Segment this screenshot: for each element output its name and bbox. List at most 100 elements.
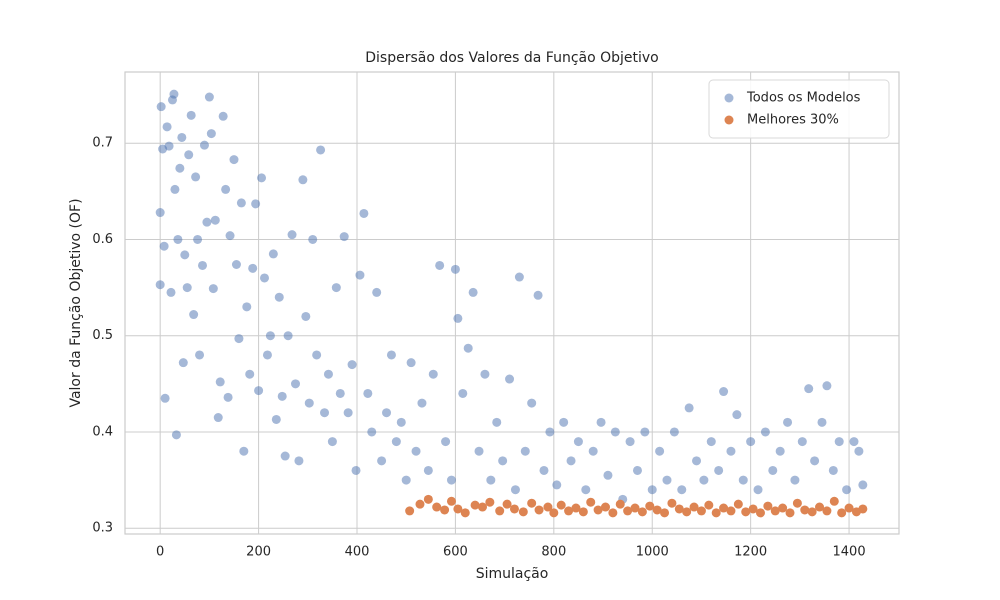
scatter-point [316, 145, 326, 155]
scatter-point [711, 508, 721, 518]
scatter-point [251, 199, 261, 209]
scatter-point [248, 263, 258, 273]
scatter-point [755, 508, 765, 518]
scatter-point [699, 475, 709, 485]
scatter-point [206, 129, 216, 139]
scatter-point [797, 437, 807, 447]
scatter-point [485, 497, 495, 507]
scatter-point [760, 427, 770, 437]
scatter-point [453, 313, 463, 323]
scatter-point [662, 475, 672, 485]
scatter-point [842, 485, 852, 495]
scatter-point [259, 273, 269, 283]
scatter-point [405, 506, 415, 516]
x-tick-label: 0 [156, 545, 164, 560]
scatter-point [184, 150, 194, 160]
scatter-point [844, 503, 854, 513]
scatter-point [415, 499, 425, 509]
scatter-point [446, 475, 456, 485]
scatter-point [195, 350, 205, 360]
scatter-point [566, 456, 576, 466]
y-tick-label: 0.3 [92, 521, 113, 536]
scatter-point [239, 446, 249, 456]
x-tick-label: 1000 [636, 545, 669, 560]
scatter-point [726, 506, 736, 516]
scatter-point [423, 494, 433, 504]
scatter-point [660, 508, 670, 518]
x-tick-label: 1400 [833, 545, 866, 560]
scatter-point [704, 500, 714, 510]
scatter-point [177, 132, 187, 142]
scatter-point [304, 398, 314, 408]
scatter-point [753, 485, 763, 495]
scatter-point [335, 388, 345, 398]
scatter-point [245, 369, 255, 379]
scatter-point [682, 507, 692, 517]
scatter-point [312, 350, 322, 360]
scatter-point [732, 410, 742, 420]
scatter-point [470, 500, 480, 510]
scatter-point [652, 505, 662, 515]
chart-title: Dispersão dos Valores da Função Objetivo [365, 50, 659, 66]
scatter-point [564, 506, 574, 516]
scatter-point [858, 480, 868, 490]
scatter-point [359, 208, 369, 218]
scatter-point [156, 102, 166, 112]
x-tick-label: 400 [345, 545, 370, 560]
scatter-point [854, 446, 864, 456]
scatter-point [527, 398, 537, 408]
scatter-point [596, 417, 606, 427]
scatter-point [837, 508, 847, 518]
scatter-point [347, 360, 357, 370]
scatter-point [778, 503, 788, 513]
legend-label: Todos os Modelos [746, 91, 861, 106]
scatter-point [363, 388, 373, 398]
scatter-point [186, 110, 196, 120]
scatter-point [573, 437, 583, 447]
scatter-point [692, 456, 702, 466]
scatter-point [726, 446, 736, 456]
scatter-point [343, 408, 353, 418]
scatter-point [180, 250, 190, 260]
scatter-point [477, 502, 487, 512]
scatter-point [518, 507, 528, 517]
scatter-point [446, 496, 456, 506]
scatter-point [242, 302, 252, 312]
scatter-point [834, 437, 844, 447]
scatter-point [785, 508, 795, 518]
scatter-point [684, 403, 694, 413]
scatter-point [351, 465, 361, 475]
legend-label: Melhores 30% [747, 113, 839, 128]
scatter-point [647, 485, 657, 495]
scatter-point [423, 465, 433, 475]
legend-box [708, 79, 890, 139]
scatter-point [828, 465, 838, 475]
scatter-point [215, 377, 225, 387]
scatter-point [608, 508, 618, 518]
scatter-point [355, 270, 365, 280]
scatter-point [571, 503, 581, 513]
scatter-point [674, 504, 684, 514]
scatter-point [714, 465, 724, 475]
scatter-point [810, 456, 820, 466]
scatter-point [492, 417, 502, 427]
scatter-point [510, 485, 520, 495]
scatter-point [600, 502, 610, 512]
scatter-point [367, 427, 377, 437]
scatter-point [667, 498, 677, 508]
scatter-point [265, 331, 275, 341]
scatter-point [610, 427, 620, 437]
scatter-point [495, 506, 505, 516]
scatter-point [382, 408, 392, 418]
scatter-point [287, 230, 297, 240]
scatter-point [815, 502, 825, 512]
scatter-point [625, 437, 635, 447]
scatter-point [386, 350, 396, 360]
scatter-point [534, 505, 544, 515]
scatter-point [218, 111, 228, 121]
scatter-point [169, 89, 179, 99]
scatter-point [298, 175, 308, 185]
x-tick-label: 600 [443, 545, 468, 560]
scatter-point [327, 437, 337, 447]
scatter-point [783, 417, 793, 427]
